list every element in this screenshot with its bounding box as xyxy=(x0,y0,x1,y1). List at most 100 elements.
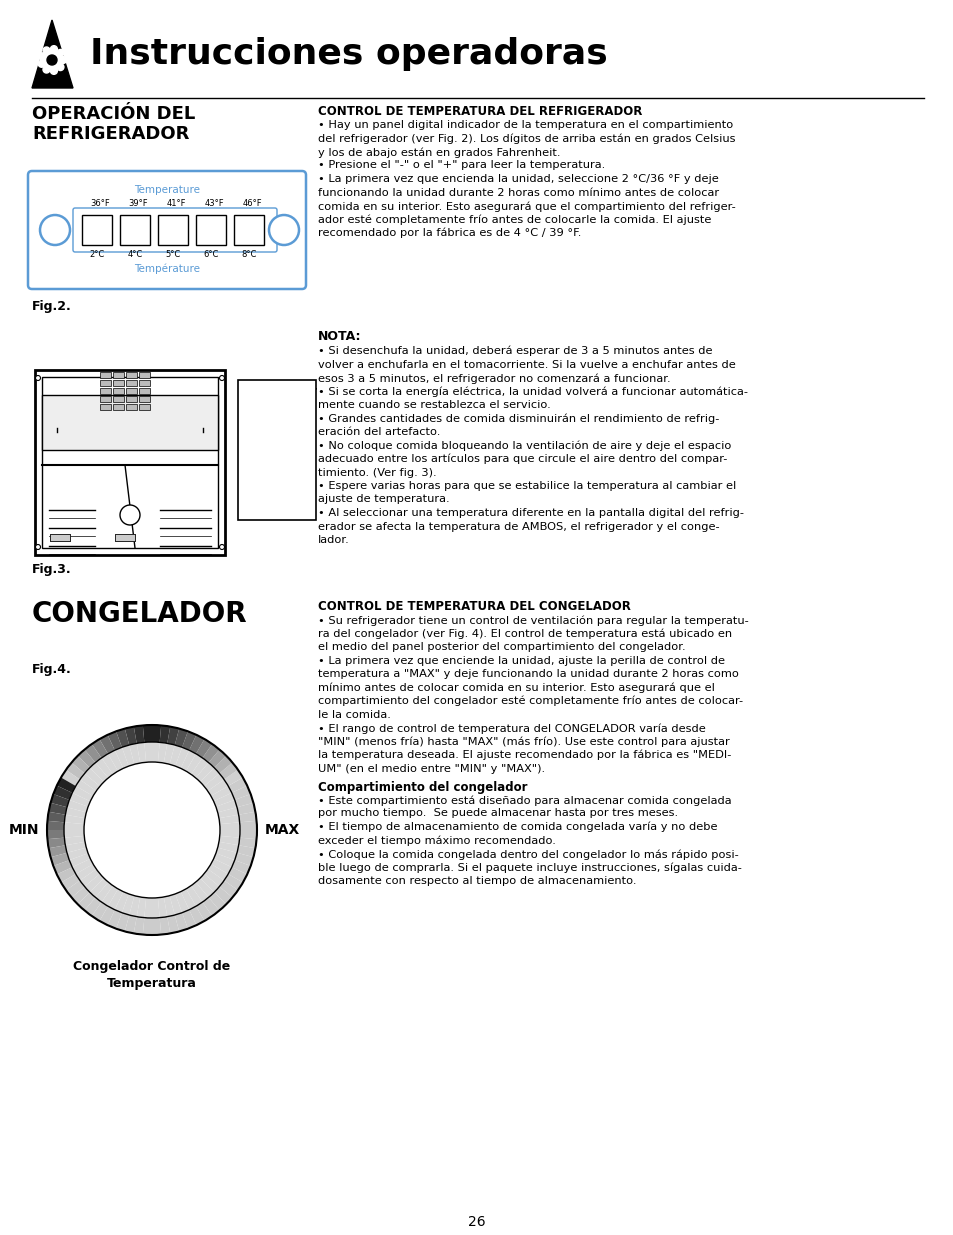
Wedge shape xyxy=(239,821,256,830)
Text: Fig.3.: Fig.3. xyxy=(32,563,71,576)
Text: recomendado por la fábrica es de 4 °C / 39 °F.: recomendado por la fábrica es de 4 °C / … xyxy=(317,228,580,238)
Circle shape xyxy=(35,545,40,550)
Wedge shape xyxy=(48,811,65,823)
Text: 26: 26 xyxy=(468,1215,485,1229)
Text: lador.: lador. xyxy=(317,535,350,545)
Text: • Este compartimiento está diseñado para almacenar comida congelada: • Este compartimiento está diseñado para… xyxy=(317,795,731,805)
Bar xyxy=(126,388,137,394)
Text: CONTROL DE TEMPERATURA DEL REFRIGERADOR: CONTROL DE TEMPERATURA DEL REFRIGERADOR xyxy=(317,105,641,119)
Wedge shape xyxy=(219,881,237,898)
Circle shape xyxy=(219,375,224,380)
Circle shape xyxy=(59,57,67,63)
Wedge shape xyxy=(108,910,122,929)
Text: exceder el tiempo máximo recomendado.: exceder el tiempo máximo recomendado. xyxy=(317,836,556,846)
Text: conductos de: conductos de xyxy=(240,467,314,477)
Wedge shape xyxy=(61,769,80,785)
Bar xyxy=(237,380,315,520)
Wedge shape xyxy=(200,873,219,892)
Wedge shape xyxy=(61,874,80,890)
Wedge shape xyxy=(99,906,114,925)
Wedge shape xyxy=(217,842,238,853)
Circle shape xyxy=(43,65,50,73)
Bar xyxy=(120,215,150,245)
Wedge shape xyxy=(170,745,182,766)
Bar xyxy=(112,396,124,403)
Wedge shape xyxy=(122,894,134,915)
Wedge shape xyxy=(170,894,182,915)
Wedge shape xyxy=(209,750,226,768)
Bar xyxy=(100,396,111,403)
Text: • El tiempo de almacenamiento de comida congelada varía y no debe: • El tiempo de almacenamiento de comida … xyxy=(317,823,717,832)
Text: • Su refrigerador tiene un control de ventilación para regular la temperatu-: • Su refrigerador tiene un control de ve… xyxy=(317,615,748,625)
Bar xyxy=(100,388,111,394)
Bar xyxy=(139,372,150,378)
Wedge shape xyxy=(143,918,152,935)
Circle shape xyxy=(120,505,140,525)
Wedge shape xyxy=(66,881,85,898)
Wedge shape xyxy=(158,897,167,918)
Wedge shape xyxy=(180,889,195,910)
Wedge shape xyxy=(129,743,140,764)
Wedge shape xyxy=(72,785,93,802)
Wedge shape xyxy=(236,845,255,857)
Wedge shape xyxy=(80,869,100,887)
Text: 6°C: 6°C xyxy=(203,249,218,259)
Wedge shape xyxy=(195,878,214,898)
Wedge shape xyxy=(191,758,209,778)
Wedge shape xyxy=(208,864,228,881)
Wedge shape xyxy=(57,867,75,883)
Wedge shape xyxy=(71,756,90,773)
Wedge shape xyxy=(108,731,122,750)
Wedge shape xyxy=(224,874,243,890)
Wedge shape xyxy=(219,830,240,837)
Wedge shape xyxy=(49,845,67,857)
Text: eración del artefacto.: eración del artefacto. xyxy=(317,427,440,437)
Wedge shape xyxy=(211,858,232,874)
Wedge shape xyxy=(70,793,91,806)
Wedge shape xyxy=(152,918,161,935)
Text: "MIN" (menos fría) hasta "MAX" (más frío). Use este control para ajustar: "MIN" (menos fría) hasta "MAX" (más frío… xyxy=(317,736,729,747)
Wedge shape xyxy=(228,867,247,883)
Circle shape xyxy=(42,49,62,70)
Wedge shape xyxy=(91,739,108,758)
Bar xyxy=(115,534,135,541)
Wedge shape xyxy=(64,823,84,830)
Bar xyxy=(126,380,137,387)
Text: 43°F: 43°F xyxy=(204,199,224,207)
Wedge shape xyxy=(101,753,118,774)
Wedge shape xyxy=(49,803,67,815)
Text: alrededor de: alrededor de xyxy=(242,441,312,451)
Text: 39°F: 39°F xyxy=(128,199,148,207)
Text: aire: aire xyxy=(267,480,287,490)
Wedge shape xyxy=(72,858,93,874)
Wedge shape xyxy=(167,915,179,934)
Wedge shape xyxy=(136,742,146,763)
Wedge shape xyxy=(47,821,64,830)
Wedge shape xyxy=(159,916,170,935)
Wedge shape xyxy=(57,778,75,793)
Text: CONTROL DE TEMPERATURA DEL CONGELADOR: CONTROL DE TEMPERATURA DEL CONGELADOR xyxy=(317,600,630,613)
Wedge shape xyxy=(67,847,88,860)
Wedge shape xyxy=(116,913,129,931)
Bar xyxy=(139,396,150,403)
Wedge shape xyxy=(114,892,129,913)
Circle shape xyxy=(51,46,57,53)
Wedge shape xyxy=(136,897,146,918)
Bar xyxy=(42,377,218,548)
Text: mínimo antes de colocar comida en su interior. Esto asegurará que el: mínimo antes de colocar comida en su int… xyxy=(317,683,714,693)
Wedge shape xyxy=(108,750,123,771)
Wedge shape xyxy=(182,731,196,750)
Wedge shape xyxy=(75,779,96,797)
Wedge shape xyxy=(129,895,140,916)
Bar xyxy=(100,380,111,387)
Bar xyxy=(100,404,111,410)
Text: • Presione el "-" o el "+" para leer la temperatura.: • Presione el "-" o el "+" para leer la … xyxy=(317,161,604,170)
Bar xyxy=(126,396,137,403)
Wedge shape xyxy=(159,725,170,743)
Wedge shape xyxy=(152,742,159,762)
Bar xyxy=(126,404,137,410)
Wedge shape xyxy=(204,773,224,790)
Wedge shape xyxy=(64,836,85,845)
Bar xyxy=(139,404,150,410)
Circle shape xyxy=(57,63,64,70)
